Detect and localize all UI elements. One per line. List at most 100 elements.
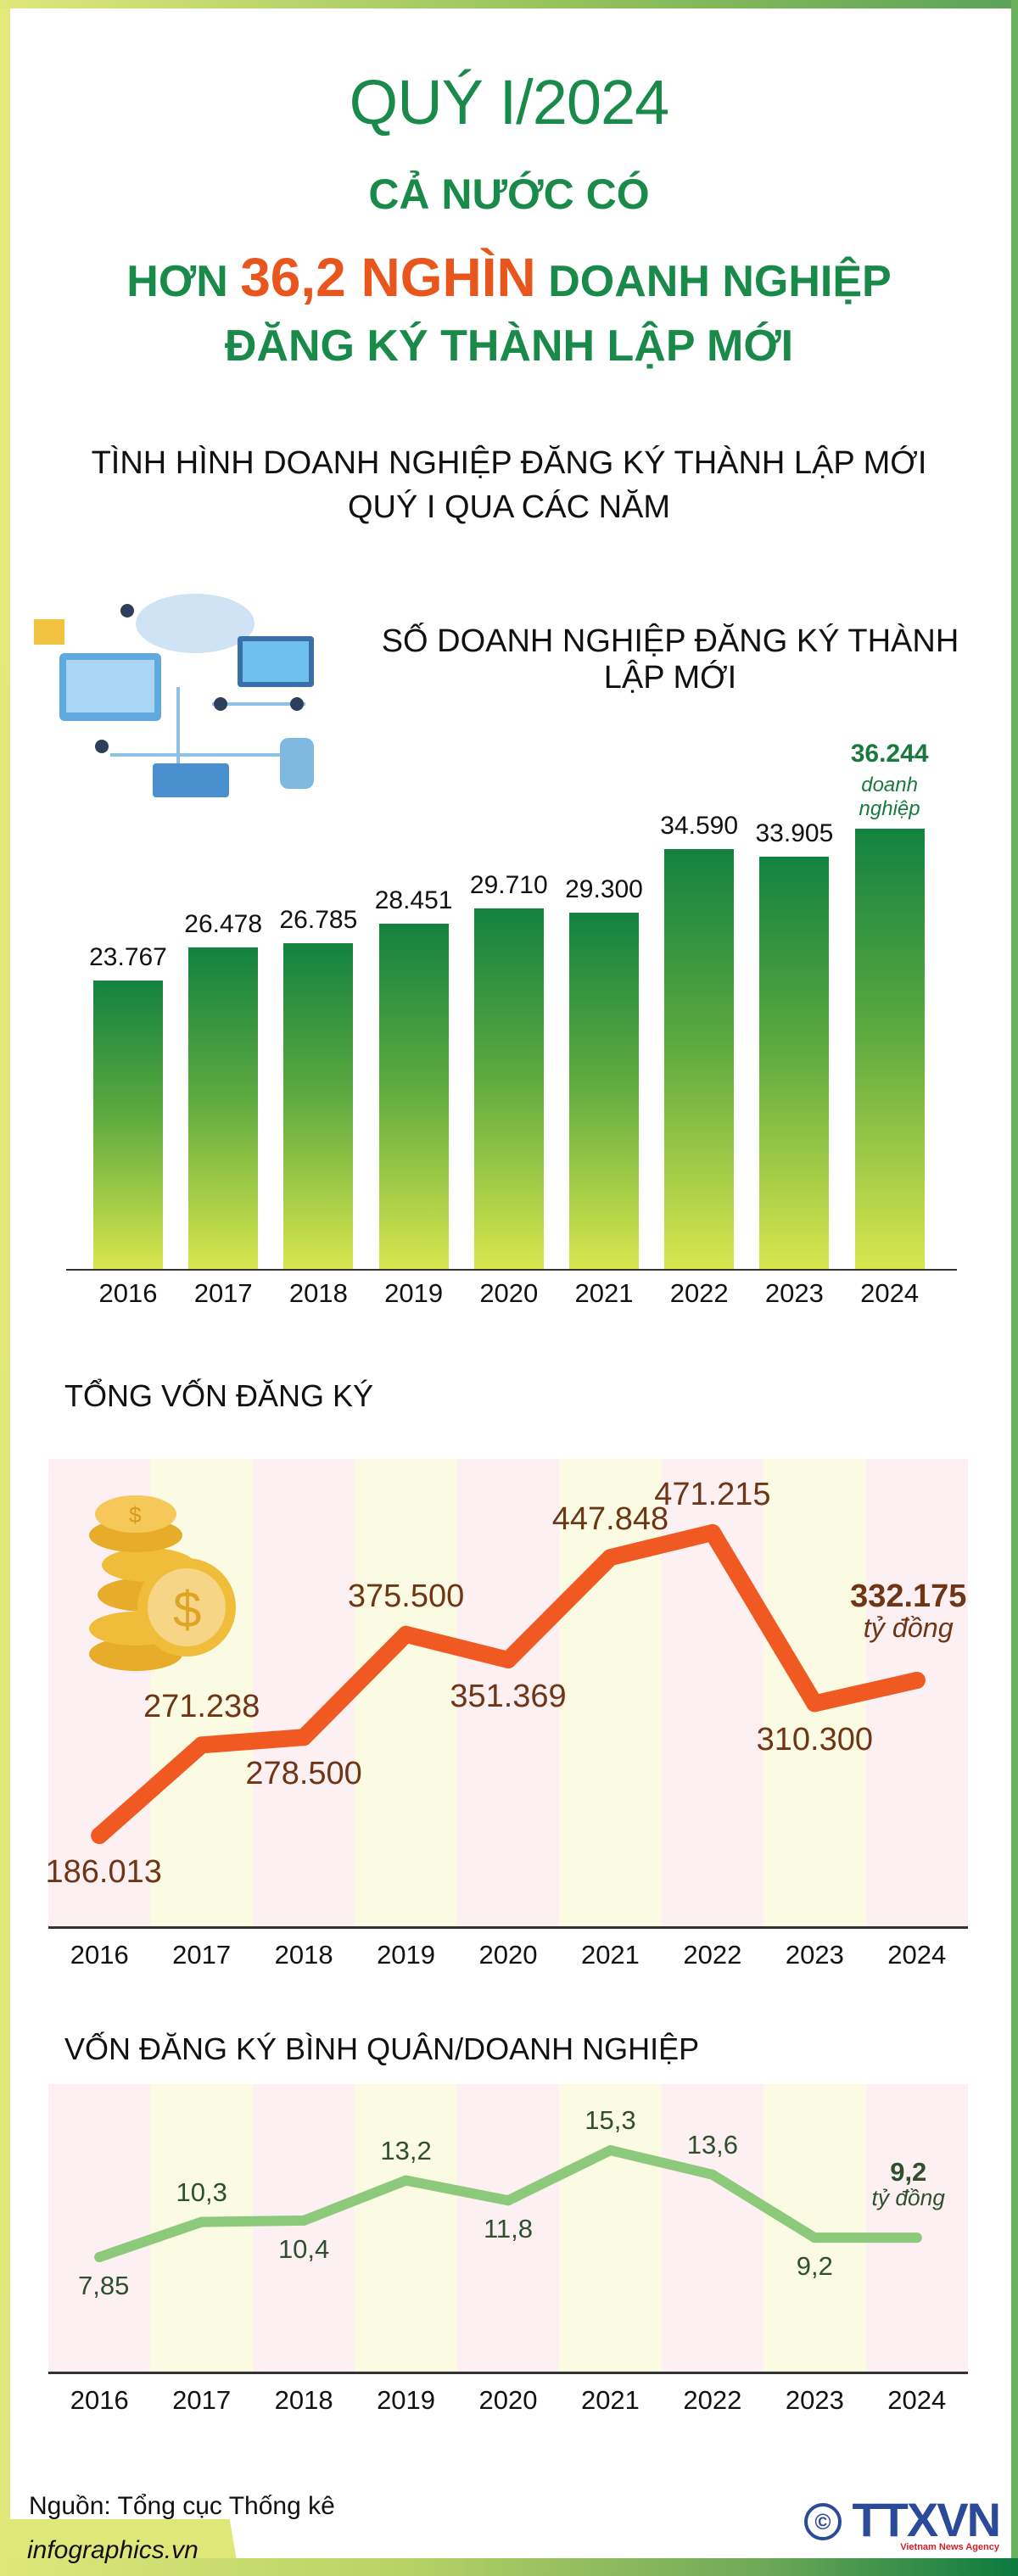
data-label: 186.013 [45, 1854, 162, 1890]
x-tick-label: 2023 [785, 2385, 844, 2415]
background-stripe [355, 1459, 457, 1926]
headline-line3: HƠN 36,2 NGHÌN DOANH NGHIỆP [0, 246, 1018, 309]
background-stripe [559, 1459, 662, 1926]
headline-line2: CẢ NƯỚC CÓ [368, 170, 650, 218]
data-label: 9,2 [890, 2157, 927, 2188]
bar-value-label: 26.785 [279, 906, 358, 935]
x-tick-label: 2017 [172, 1940, 232, 1970]
data-point [601, 1549, 619, 1567]
data-label: 310.300 [756, 1722, 874, 1758]
unit-label: tỷ đồng [871, 2185, 945, 2211]
data-label: 471.215 [654, 1476, 771, 1512]
bar-value-label: 36.244 [850, 740, 929, 768]
x-tick-label: 2024 [887, 1940, 947, 1970]
data-label: 10,3 [176, 2176, 227, 2207]
coins-icon: $ $ [89, 1495, 236, 1671]
bar [569, 913, 639, 1269]
data-label: 7,85 [78, 2271, 130, 2300]
data-point [703, 1523, 721, 1541]
data-label: 13,6 [686, 2129, 739, 2160]
x-tick-label: 2022 [683, 1940, 742, 1970]
background-stripe [559, 2084, 662, 2372]
data-point [500, 1651, 517, 1668]
bar-unit-label: doanh nghiệp [859, 774, 920, 820]
bar-value-label: 26.478 [184, 909, 263, 938]
x-tick-label: 2022 [683, 2385, 742, 2415]
data-point [91, 1827, 109, 1844]
data-label: 11,8 [483, 2214, 534, 2244]
background-stripe [661, 2084, 764, 2372]
x-tick-label: 2023 [785, 1940, 844, 1970]
data-point [295, 1729, 313, 1746]
headline-line4: ĐĂNG KÝ THÀNH LẬP MỚI [224, 321, 794, 371]
copyright-icon: © [804, 2503, 842, 2540]
data-label: 447.848 [551, 1501, 669, 1538]
data-point [503, 2195, 513, 2206]
svg-text:$: $ [129, 1502, 142, 1528]
background-stripe [252, 2084, 355, 2372]
data-point [193, 1736, 210, 1754]
ttxvn-logo: © TTXVN Vietnam News Agency [804, 2493, 1001, 2552]
bar-chart-title: SỐ DOANH NGHIỆP ĐĂNG KÝ THÀNH LẬP MỚI [381, 623, 959, 696]
x-tick-label: 2021 [580, 2385, 640, 2415]
bar-value-label: 34.590 [660, 811, 739, 840]
bar [93, 980, 163, 1269]
bar-value-label: 23.767 [89, 942, 167, 971]
headline-post: DOANH NGHIỆP [548, 257, 892, 306]
site-link[interactable]: infographics.vn [27, 2536, 199, 2564]
bar-value-label: 29.300 [565, 875, 643, 904]
unit-label: tỷ đồng [863, 1612, 954, 1643]
background-stripe [150, 2084, 253, 2372]
logo-text: TTXVN [852, 2493, 1001, 2546]
data-point [911, 2232, 922, 2244]
x-tick-label: 2016 [98, 1278, 158, 1308]
x-axis-line [48, 2372, 968, 2374]
headline-highlight: 36,2 NGHÌN [240, 247, 536, 308]
data-label: 9,2 [796, 2251, 833, 2282]
data-label: 351.369 [450, 1678, 567, 1714]
section-subtitle-1: TÌNH HÌNH DOANH NGHIỆP ĐĂNG KÝ THÀNH LẬP… [91, 445, 927, 481]
svg-text:$: $ [173, 1581, 201, 1638]
x-tick-label: 2021 [574, 1278, 634, 1308]
data-label: 15,3 [585, 2105, 636, 2136]
bar [473, 908, 544, 1269]
bar-value-label: 33.905 [755, 819, 834, 848]
data-point [299, 2215, 310, 2226]
cloud-computing-people-illustration [34, 594, 314, 797]
data-label: 278.500 [245, 1756, 362, 1792]
data-point [397, 1625, 415, 1643]
data-point [605, 2145, 616, 2156]
x-tick-label: 2019 [377, 2385, 436, 2415]
line-svg [91, 1523, 926, 1844]
data-point [707, 2169, 718, 2180]
top-border [0, 0, 1018, 8]
x-tick-label: 2016 [70, 2385, 129, 2415]
data-label: 375.500 [347, 1578, 465, 1614]
data-point [806, 1695, 824, 1713]
right-border [1011, 0, 1018, 2576]
headline-period: QUÝ I/2024 [349, 67, 670, 137]
data-label: 271.238 [143, 1689, 260, 1725]
data-point [809, 2232, 820, 2244]
x-tick-label: 2020 [479, 1278, 539, 1308]
x-tick-label: 2024 [860, 1278, 920, 1308]
bar [854, 829, 925, 1269]
x-tick-label: 2020 [478, 1940, 538, 1970]
bar [283, 943, 354, 1269]
bar [759, 857, 830, 1269]
x-tick-label: 2023 [764, 1278, 824, 1308]
section-subtitle-2: QUÝ I QUA CÁC NĂM [347, 489, 671, 525]
data-point [400, 2175, 411, 2186]
x-axis-line [48, 1926, 968, 1929]
headline-pre: HƠN [126, 257, 228, 306]
data-point [196, 2216, 207, 2227]
bar [378, 923, 449, 1269]
x-tick-label: 2019 [384, 1278, 444, 1308]
x-tick-label: 2018 [274, 2385, 333, 2415]
bar [188, 947, 259, 1269]
avg-capital-title: VỐN ĐĂNG KÝ BÌNH QUÂN/DOANH NGHIỆP [64, 2031, 700, 2066]
source-note: Nguồn: Tổng cục Thống kê [29, 2492, 335, 2520]
x-tick-label: 2016 [70, 1940, 129, 1970]
footer-strip [0, 2558, 1018, 2576]
bar-chart-axis [66, 1269, 957, 1271]
